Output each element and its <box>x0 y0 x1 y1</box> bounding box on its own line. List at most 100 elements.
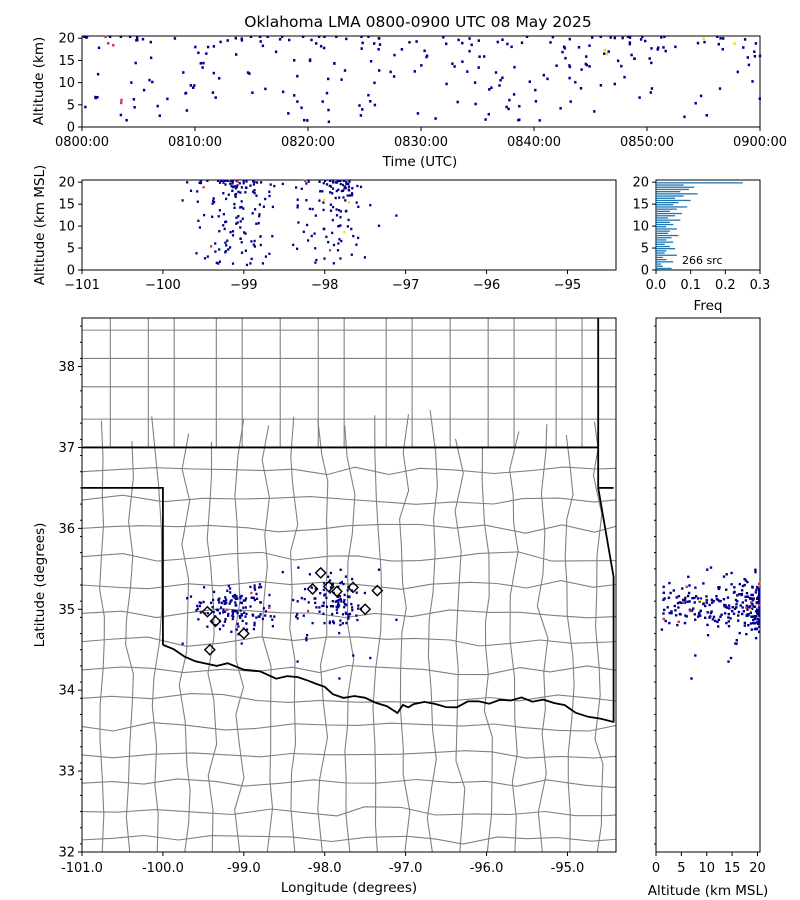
hist-bar <box>656 182 743 184</box>
alt-lat-point <box>662 585 665 589</box>
plan-ytick-label: 36 <box>58 522 75 537</box>
plan-point <box>264 614 267 617</box>
alt-lat-point <box>705 601 708 604</box>
time-point <box>648 57 651 60</box>
plan-point <box>235 628 238 631</box>
plan-point <box>344 575 347 578</box>
time-point <box>206 45 210 49</box>
alt-lat-point <box>729 656 733 660</box>
alt-lat-point <box>740 589 744 592</box>
alt-lat-point <box>694 654 697 657</box>
plan-point <box>351 606 354 609</box>
plan-point <box>231 609 235 612</box>
lon-alt-point <box>227 193 230 196</box>
time-point <box>621 36 624 40</box>
plan-point <box>239 601 242 604</box>
lon-alt-point <box>222 181 225 184</box>
time-point <box>132 98 136 101</box>
lon-alt-point <box>245 263 249 267</box>
time-point <box>584 62 587 66</box>
lon-alt-frame <box>81 179 617 271</box>
time-point <box>377 48 380 51</box>
alt-lat-point <box>756 620 759 624</box>
state-lines <box>82 318 615 723</box>
plan-point <box>240 601 243 605</box>
alt-lat-point <box>758 591 761 594</box>
plan-point <box>346 595 349 598</box>
time-point <box>650 47 653 50</box>
plan-point <box>235 603 238 607</box>
time-point <box>119 35 123 38</box>
county-line <box>178 433 191 852</box>
plan-point <box>336 603 340 607</box>
alt-lat-point <box>682 601 685 604</box>
alt-lat-point <box>715 595 718 598</box>
plan-point <box>345 603 348 607</box>
time-altitude-panel: 0800:00 0810:00 0820:00 0830:00 0840:00 0850:… <box>31 32 787 170</box>
lon-alt-point <box>377 224 381 227</box>
time-point <box>322 46 326 50</box>
lon-alt-point <box>313 232 316 235</box>
lon-alt-point <box>218 209 221 212</box>
time-point <box>569 100 572 103</box>
lon-alt-point <box>302 230 305 233</box>
time-point <box>361 108 364 111</box>
lon-alt-yticks: 0 5 10 15 20 <box>58 176 82 279</box>
time-point <box>605 52 609 56</box>
alt-lat-point <box>752 618 755 622</box>
lon-alt-point <box>310 234 313 238</box>
plan-point <box>211 606 214 609</box>
alt-lat-point <box>720 613 723 616</box>
alt-lat-point <box>667 596 671 599</box>
lon-alt-point <box>217 215 220 218</box>
county-line <box>99 420 105 852</box>
alt-lat-point <box>758 593 761 596</box>
plan-point <box>211 620 214 624</box>
alt-lat-point <box>737 619 740 622</box>
alt-lat-point <box>755 588 758 592</box>
time-point <box>135 39 138 42</box>
lon-alt-point <box>226 179 229 182</box>
time-point <box>736 70 739 74</box>
plan-point <box>210 601 213 604</box>
station-markers <box>201 566 384 656</box>
lon-alt-point <box>240 200 243 203</box>
alt-lat-point <box>735 603 738 606</box>
lon-alt-point <box>231 230 235 233</box>
time-point <box>477 39 480 42</box>
plan-xlabel: Longitude (degrees) <box>281 880 417 896</box>
plan-point <box>338 631 341 635</box>
time-point <box>613 36 616 40</box>
alt-lat-point <box>733 586 736 589</box>
time-point <box>133 106 136 109</box>
lon-alt-point <box>253 245 256 248</box>
alt-lat-point <box>753 627 757 631</box>
plan-point <box>336 611 339 614</box>
alt-lat-point <box>750 593 753 597</box>
lon-alt-point <box>235 222 238 225</box>
lon-alt-point <box>339 257 342 260</box>
alt-lat-point <box>754 636 758 640</box>
alt-lat-point <box>695 595 698 598</box>
time-point <box>361 41 364 45</box>
time-point <box>293 94 296 97</box>
plan-point <box>345 621 348 625</box>
lon-alt-point <box>314 214 317 217</box>
hist-ytick-label: 5 <box>641 242 649 257</box>
lon-alt-tick-label: −99 <box>230 278 257 293</box>
plan-point <box>296 613 299 616</box>
plan-point <box>321 604 324 608</box>
hist-bar <box>656 195 684 197</box>
station-marker <box>347 581 360 594</box>
plan-point <box>255 592 258 596</box>
plan-point <box>341 622 344 625</box>
time-point <box>149 40 152 44</box>
alt-lat-point <box>668 611 671 615</box>
alt-lat-point <box>745 592 749 595</box>
lon-alt-point <box>306 223 309 227</box>
alt-lat-point <box>677 620 680 623</box>
alt-lat-point <box>709 566 713 569</box>
plan-point <box>252 627 255 631</box>
lon-alt-point <box>369 204 372 207</box>
lon-alt-point <box>234 195 237 198</box>
